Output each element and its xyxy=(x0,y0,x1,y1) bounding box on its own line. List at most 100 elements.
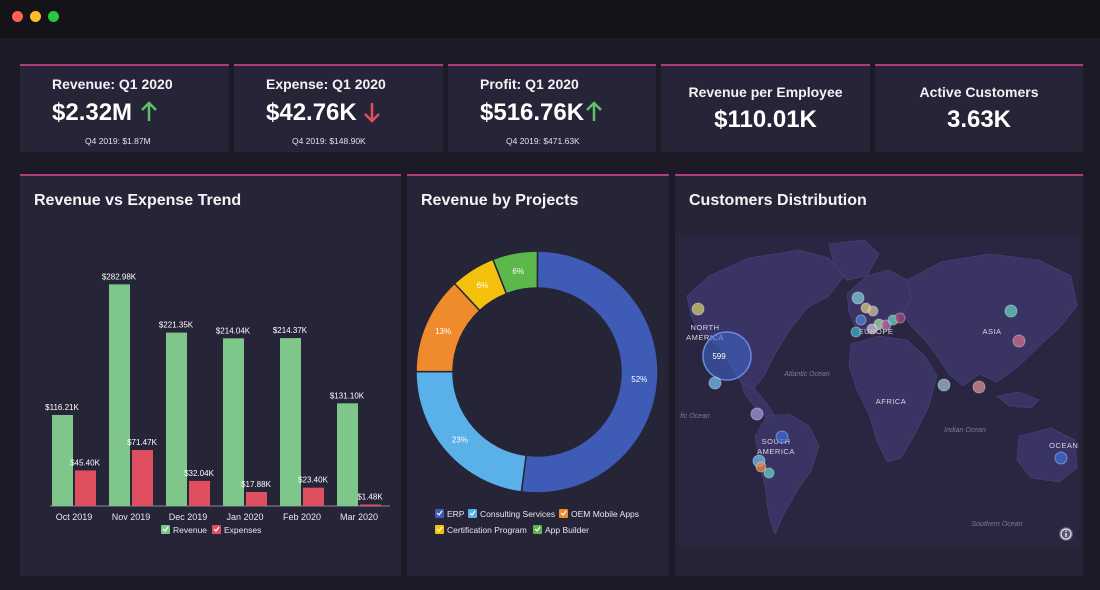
customer-location-bubble[interactable] xyxy=(867,305,879,317)
region-label: AMERICA xyxy=(686,333,724,342)
customer-location-bubble[interactable] xyxy=(850,326,862,338)
customer-location-bubble[interactable] xyxy=(708,376,722,390)
expense-data-label: $32.04K xyxy=(184,469,214,478)
asia-shape xyxy=(902,253,1078,387)
customer-location-bubble[interactable] xyxy=(763,467,775,479)
expense-bar[interactable] xyxy=(303,487,324,506)
customer-location-bubble[interactable] xyxy=(1054,451,1068,465)
kpi-title: Expense: Q1 2020 xyxy=(266,76,386,92)
ocean-label: Atlantic Ocean xyxy=(783,371,830,378)
kpi-title: Revenue per Employee xyxy=(688,84,843,100)
slice-label: 13% xyxy=(435,327,451,336)
kpi-previous: Q4 2019: $1.87M xyxy=(85,136,151,146)
customer-location-bubble[interactable] xyxy=(894,312,906,324)
customer-location-bubble[interactable] xyxy=(775,430,789,444)
revenue-data-label: $131.10K xyxy=(330,391,365,400)
revenue-expense-bar-chart[interactable]: $116.21K $45.40K Oct 2019 $282.98K $71.47K No… xyxy=(20,176,401,576)
customer-location-bubble[interactable] xyxy=(851,291,865,305)
expense-bar[interactable] xyxy=(360,504,381,507)
ocean-label: fic Ocean xyxy=(680,413,710,420)
kpi-value: $516.76K xyxy=(480,99,585,126)
expense-data-label: $17.88K xyxy=(241,480,271,489)
x-tick-label: Jan 2020 xyxy=(226,512,263,522)
customer-location-bubble[interactable] xyxy=(691,302,705,316)
revenue-data-label: $214.04K xyxy=(216,326,251,335)
kpi-card-profit[interactable]: Profit: Q1 2020 $516.76K Q4 2019: $471.6… xyxy=(448,64,656,152)
window-titlebar xyxy=(0,0,1100,38)
kpi-card-revenue-per-employee[interactable]: Revenue per Employee $110.01K xyxy=(661,64,870,152)
kpi-card-expense[interactable]: Expense: Q1 2020 $42.76K Q4 2019: $148.9… xyxy=(234,64,443,152)
expense-bar[interactable] xyxy=(75,470,96,506)
kpi-title: Profit: Q1 2020 xyxy=(480,76,579,92)
x-tick-label: Feb 2020 xyxy=(283,512,321,522)
customer-location-bubble[interactable] xyxy=(855,314,867,326)
donut-legend: ERP Consulting Services OEM Mobile Apps Cer… xyxy=(435,509,639,535)
x-tick-label: Nov 2019 xyxy=(112,512,151,522)
window-minimize-button[interactable] xyxy=(30,11,41,22)
expense-bar[interactable] xyxy=(132,450,153,506)
donut-slice[interactable] xyxy=(520,250,659,494)
region-label: AMERICA xyxy=(757,447,795,456)
customer-location-bubble[interactable] xyxy=(750,407,764,421)
legend-label: Revenue xyxy=(173,525,207,535)
slice-label: 6% xyxy=(477,281,489,290)
kpi-value: $2.32M xyxy=(52,99,133,126)
kpi-previous: Q4 2019: $471.63K xyxy=(506,136,580,146)
kpi-card-revenue[interactable]: Revenue: Q1 2020 $2.32M Q4 2019: $1.87M xyxy=(20,64,229,152)
x-tick-label: Oct 2019 xyxy=(56,512,93,522)
indonesia-shape xyxy=(996,391,1040,409)
legend-label: Expenses xyxy=(224,525,261,535)
slice-label: 6% xyxy=(512,267,524,276)
kpi-previous: Q4 2019: $148.90K xyxy=(292,136,366,146)
ocean-label: Southern Ocean xyxy=(972,521,1023,528)
check-icon xyxy=(436,510,443,516)
slice-label: 23% xyxy=(452,435,468,444)
revenue-data-label: $116.21K xyxy=(45,403,79,412)
expense-data-label: $45.40K xyxy=(70,458,100,467)
window-maximize-button[interactable] xyxy=(48,11,59,22)
check-icon xyxy=(560,510,567,516)
legend-label: OEM Mobile Apps xyxy=(571,509,639,519)
customer-location-bubble[interactable] xyxy=(972,380,986,394)
expense-bar[interactable] xyxy=(246,491,267,506)
customer-location-bubble[interactable] xyxy=(1012,334,1026,348)
region-label: SOUTH xyxy=(762,437,791,446)
region-label: NORTH xyxy=(690,323,719,332)
revenue-bar[interactable] xyxy=(109,284,130,506)
donut-slice[interactable] xyxy=(491,250,539,295)
customer-location-bubble[interactable] xyxy=(1004,304,1018,318)
world-map[interactable]: NORTHAMERICASOUTHAMERICAEUROPEAFRICAASIA… xyxy=(679,236,1079,546)
revenue-bar[interactable] xyxy=(280,338,301,506)
australia-shape xyxy=(1016,427,1078,483)
customer-location-bubble[interactable] xyxy=(880,319,892,331)
check-icon xyxy=(213,526,220,532)
kpi-title: Revenue: Q1 2020 xyxy=(52,76,173,92)
revenue-bar[interactable] xyxy=(166,332,187,506)
donut-slice[interactable] xyxy=(415,370,527,493)
revenue-by-projects-panel: Revenue by Projects 52% 23% 13% 6% 6% ERP Cons… xyxy=(407,174,669,576)
region-label: ASIA xyxy=(982,327,1001,336)
customer-location-bubble[interactable] xyxy=(755,461,767,473)
customer-cluster-bubble[interactable] xyxy=(702,331,752,381)
check-icon xyxy=(162,526,169,532)
window-close-button[interactable] xyxy=(12,11,23,22)
kpi-card-active-customers[interactable]: Active Customers 3.63K xyxy=(875,64,1083,152)
customer-location-bubble[interactable] xyxy=(866,323,878,335)
revenue-bar[interactable] xyxy=(223,338,244,506)
trend-up-arrow-icon xyxy=(141,101,157,121)
check-icon xyxy=(534,526,541,532)
expense-data-label: $23.40K xyxy=(298,476,328,485)
revenue-bar[interactable] xyxy=(337,403,358,506)
region-label: OCEANI xyxy=(1049,441,1079,450)
info-icon[interactable] xyxy=(1058,526,1074,542)
revenue-data-label: $282.98K xyxy=(102,272,137,281)
bar-chart-legend: Revenue Expenses xyxy=(161,525,261,535)
customer-location-bubble[interactable] xyxy=(937,378,951,392)
kpi-value: $42.76K xyxy=(266,99,357,126)
revenue-data-label: $214.37K xyxy=(273,326,308,335)
expense-data-label: $1.48K xyxy=(357,493,383,502)
expense-bar[interactable] xyxy=(189,480,210,506)
revenue-by-projects-donut-chart[interactable]: 52% 23% 13% 6% 6% ERP Consulting Services OEM M… xyxy=(407,176,669,576)
revenue-bar[interactable] xyxy=(52,414,73,506)
ocean-label: Indian Ocean xyxy=(944,427,986,434)
